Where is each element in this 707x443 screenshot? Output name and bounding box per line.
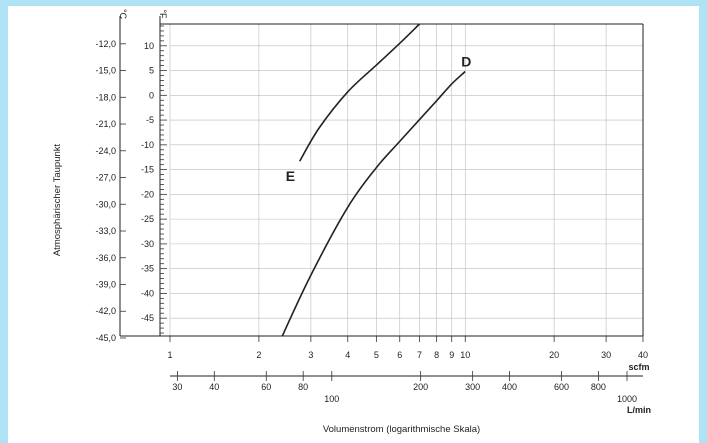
scfm-tick-label: 6: [397, 350, 402, 360]
fahrenheit-tick-label: -20: [141, 189, 154, 199]
lmin-tick-label: 40: [209, 382, 219, 392]
fahrenheit-tick-label: -35: [141, 264, 154, 274]
celsius-tick-label: -21,0: [95, 119, 116, 129]
fahrenheit-tick-label: -15: [141, 165, 154, 175]
fahrenheit-tick-label: 0: [149, 90, 154, 100]
fahrenheit-tick-label: 5: [149, 66, 154, 76]
scfm-tick-label: 10: [460, 350, 470, 360]
scfm-tick-label: 20: [549, 350, 559, 360]
lmin-tick-label: 300: [465, 382, 480, 392]
scfm-tick-label: 30: [601, 350, 611, 360]
lmin-tick-label: 800: [591, 382, 606, 392]
labels: °C °F scfm L/min Atmosphärischer Taupunk…: [52, 9, 651, 435]
fahrenheit-tick-label: -25: [141, 214, 154, 224]
celsius-tick-label: -12,0: [95, 39, 116, 49]
scfm-tick-label: 7: [417, 350, 422, 360]
lmin-tick-label: 100: [324, 394, 339, 404]
scfm-unit-label: scfm: [628, 362, 649, 372]
celsius-tick-label: -15,0: [95, 66, 116, 76]
curves: [281, 23, 466, 337]
celsius-tick-label: -39,0: [95, 279, 116, 289]
fahrenheit-tick-label: -45: [141, 313, 154, 323]
celsius-tick-label: -18,0: [95, 92, 116, 102]
ticks: [120, 25, 644, 381]
axes: [119, 16, 644, 377]
scfm-tick-label: 9: [449, 350, 454, 360]
lmin-tick-label: 80: [298, 382, 308, 392]
celsius-tick-label: -27,0: [95, 173, 116, 183]
fahrenheit-tick-label: -10: [141, 140, 154, 150]
fahrenheit-tick-label: -5: [146, 115, 154, 125]
lmin-tick-label: 200: [413, 382, 428, 392]
fahrenheit-tick-label: -30: [141, 239, 154, 249]
scfm-tick-label: 40: [638, 350, 648, 360]
curve-d: [281, 70, 466, 337]
y-axis-title: Atmosphärischer Taupunkt: [52, 143, 63, 256]
celsius-tick-label: -33,0: [95, 226, 116, 236]
scfm-tick-label: 8: [434, 350, 439, 360]
celsius-tick-label: -30,0: [95, 199, 116, 209]
lmin-tick-label: 1000: [617, 394, 637, 404]
fahrenheit-unit-label: °F: [158, 9, 168, 19]
scfm-tick-label: 5: [374, 350, 379, 360]
fahrenheit-tick-label: -40: [141, 288, 154, 298]
curve-label-d: D: [461, 54, 471, 70]
celsius-tick-label: -24,0: [95, 146, 116, 156]
scfm-tick-label: 3: [308, 350, 313, 360]
grid-lines: [169, 24, 644, 336]
lmin-tick-label: 600: [554, 382, 569, 392]
x-axis-title: Volumenstrom (logarithmische Skala): [323, 424, 480, 435]
curve-e: [299, 23, 421, 162]
lmin-unit-label: L/min: [627, 405, 651, 415]
celsius-tick-label: -42,0: [95, 306, 116, 316]
celsius-tick-label: -36,0: [95, 253, 116, 263]
scfm-tick-label: 2: [256, 350, 261, 360]
scfm-tick-label: 4: [345, 350, 350, 360]
fahrenheit-tick-label: 10: [144, 41, 154, 51]
lmin-tick-label: 60: [261, 382, 271, 392]
celsius-unit-label: °C: [118, 9, 128, 20]
lmin-tick-label: 30: [172, 382, 182, 392]
celsius-tick-label: -45,0: [95, 333, 116, 343]
lmin-tick-label: 400: [502, 382, 517, 392]
curve-label-e: E: [286, 168, 295, 184]
scfm-tick-label: 1: [167, 350, 172, 360]
